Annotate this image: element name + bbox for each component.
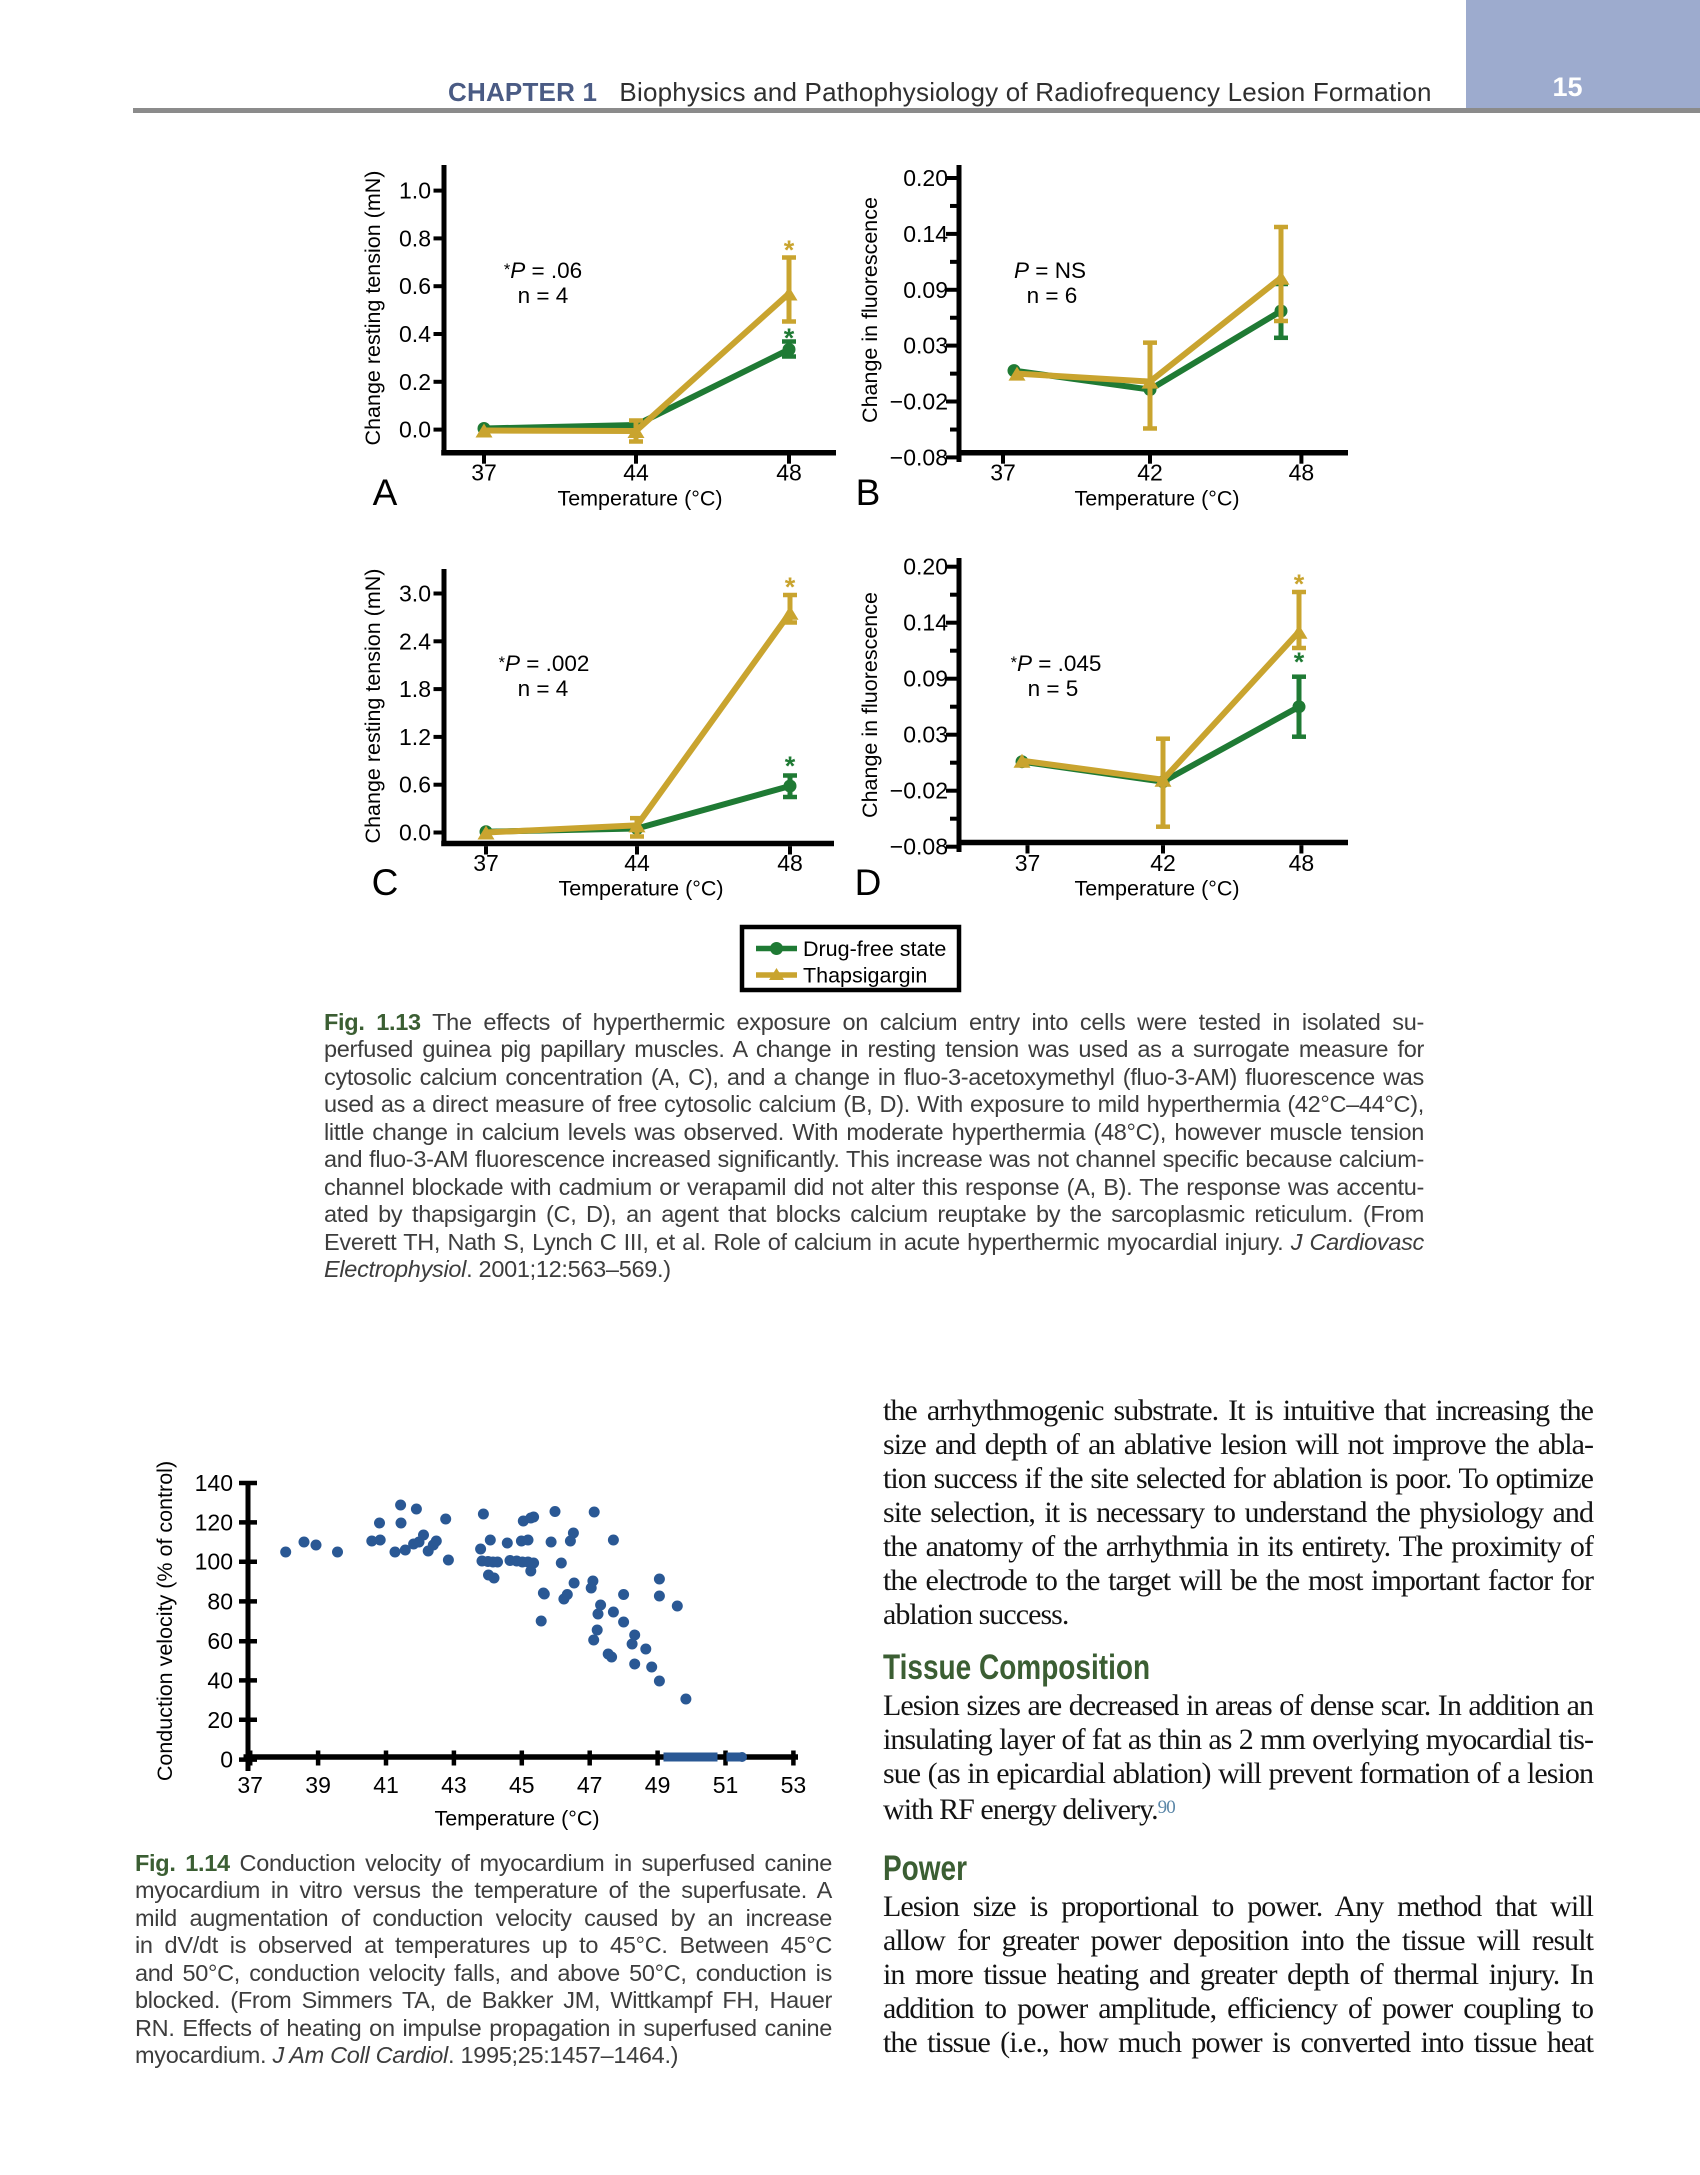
- svg-text:48: 48: [1289, 460, 1315, 486]
- svg-text:43: 43: [441, 1772, 467, 1798]
- svg-text:37: 37: [990, 460, 1016, 486]
- svg-text:n = 4: n = 4: [518, 283, 569, 308]
- svg-text:0: 0: [220, 1747, 233, 1773]
- svg-text:Change resting tension (mN): Change resting tension (mN): [361, 569, 385, 844]
- svg-text:0.6: 0.6: [399, 772, 431, 798]
- svg-text:Drug-free state: Drug-free state: [803, 937, 946, 961]
- svg-text:48: 48: [776, 460, 802, 486]
- svg-text:A: A: [373, 472, 398, 513]
- svg-text:−0.08: −0.08: [890, 444, 948, 470]
- svg-text:*: *: [785, 572, 796, 602]
- svg-text:Temperature (°C): Temperature (°C): [557, 487, 722, 511]
- svg-text:Change in fluorescence: Change in fluorescence: [858, 197, 882, 423]
- svg-text:39: 39: [305, 1772, 331, 1798]
- svg-text:0.0: 0.0: [399, 417, 431, 443]
- svg-text:0.20: 0.20: [903, 165, 948, 191]
- svg-text:*P = .06: *P = .06: [504, 258, 582, 283]
- svg-text:42: 42: [1137, 460, 1163, 486]
- svg-text:49: 49: [645, 1772, 671, 1798]
- svg-text:44: 44: [623, 460, 649, 486]
- svg-text:Change resting tension (mN): Change resting tension (mN): [361, 171, 385, 446]
- svg-text:51: 51: [713, 1772, 739, 1798]
- svg-text:0.09: 0.09: [903, 666, 948, 692]
- svg-text:40: 40: [207, 1667, 233, 1693]
- svg-text:3.0: 3.0: [399, 581, 431, 607]
- svg-text:1.2: 1.2: [399, 724, 431, 750]
- svg-text:Temperature (°C): Temperature (°C): [1074, 487, 1239, 511]
- svg-text:Temperature (°C): Temperature (°C): [558, 877, 723, 901]
- svg-text:*: *: [784, 323, 795, 353]
- svg-text:Temperature (°C): Temperature (°C): [1074, 877, 1239, 901]
- svg-text:*: *: [1294, 569, 1305, 599]
- svg-text:37: 37: [471, 460, 497, 486]
- svg-text:41: 41: [373, 1772, 399, 1798]
- svg-text:44: 44: [624, 850, 650, 876]
- svg-text:0.03: 0.03: [903, 722, 948, 748]
- svg-text:0.20: 0.20: [903, 554, 948, 580]
- svg-text:Temperature (°C): Temperature (°C): [434, 1807, 599, 1831]
- svg-text:37: 37: [473, 850, 499, 876]
- svg-text:45: 45: [509, 1772, 535, 1798]
- svg-text:42: 42: [1150, 850, 1176, 876]
- svg-text:0.14: 0.14: [903, 221, 948, 247]
- svg-text:Conduction velocity (% of cont: Conduction velocity (% of control): [153, 1461, 177, 1781]
- svg-text:−0.02: −0.02: [890, 778, 948, 804]
- svg-text:n = 4: n = 4: [518, 676, 569, 701]
- svg-text:0.0: 0.0: [399, 820, 431, 846]
- svg-text:*P = .002: *P = .002: [499, 651, 590, 676]
- svg-text:0.6: 0.6: [399, 273, 431, 299]
- svg-text:0.4: 0.4: [399, 321, 431, 347]
- svg-text:0.8: 0.8: [399, 225, 431, 251]
- svg-text:48: 48: [1289, 850, 1315, 876]
- svg-text:*: *: [785, 751, 796, 781]
- svg-text:120: 120: [195, 1509, 233, 1535]
- svg-text:47: 47: [577, 1772, 603, 1798]
- svg-text:60: 60: [207, 1628, 233, 1654]
- svg-text:0.03: 0.03: [903, 333, 948, 359]
- svg-text:C: C: [372, 862, 399, 903]
- svg-text:0.14: 0.14: [903, 610, 948, 636]
- svg-text:1.8: 1.8: [399, 676, 431, 702]
- svg-text:140: 140: [195, 1470, 233, 1496]
- svg-text:Change in fluorescence: Change in fluorescence: [858, 592, 882, 818]
- svg-text:*: *: [1294, 647, 1305, 677]
- svg-text:*: *: [784, 235, 795, 265]
- svg-text:−0.02: −0.02: [890, 389, 948, 415]
- svg-text:P = NS: P = NS: [1014, 258, 1086, 283]
- svg-text:37: 37: [237, 1772, 263, 1798]
- svg-text:0.09: 0.09: [903, 277, 948, 303]
- svg-text:n = 5: n = 5: [1028, 676, 1079, 701]
- svg-text:80: 80: [207, 1588, 233, 1614]
- svg-text:20: 20: [207, 1707, 233, 1733]
- svg-text:37: 37: [1015, 850, 1041, 876]
- svg-text:53: 53: [781, 1772, 807, 1798]
- svg-text:n = 6: n = 6: [1027, 283, 1078, 308]
- svg-text:D: D: [855, 862, 882, 903]
- svg-text:2.4: 2.4: [399, 628, 431, 654]
- svg-text:B: B: [856, 472, 881, 513]
- svg-text:Thapsigargin: Thapsigargin: [803, 964, 927, 988]
- svg-text:−0.08: −0.08: [890, 834, 948, 860]
- svg-text:1.0: 1.0: [399, 178, 431, 204]
- svg-text:100: 100: [195, 1549, 233, 1575]
- svg-text:48: 48: [777, 850, 803, 876]
- svg-text:0.2: 0.2: [399, 369, 431, 395]
- svg-text:*P = .045: *P = .045: [1011, 651, 1102, 676]
